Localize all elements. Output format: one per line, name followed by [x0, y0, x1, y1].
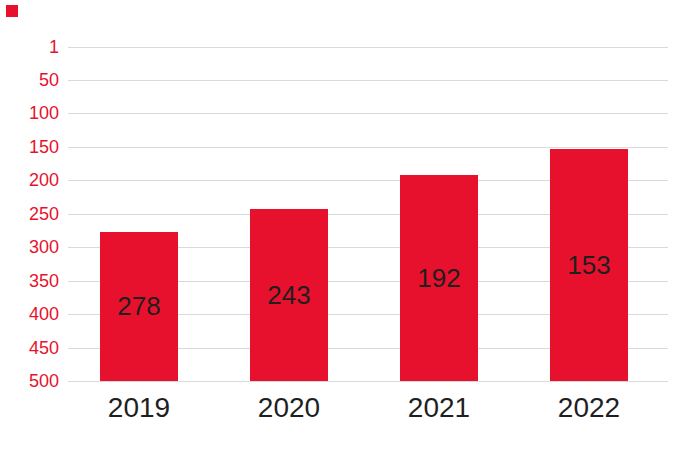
bar-value-label: 278: [117, 291, 160, 322]
bar-2021: 192: [400, 175, 478, 381]
bar-value-label: 153: [567, 250, 610, 281]
x-axis-tick-label: 2022: [514, 392, 664, 424]
x-axis-tick-label: 2019: [64, 392, 214, 424]
gridline: [68, 80, 668, 81]
y-axis-tick-label: 50: [0, 69, 59, 91]
y-axis-tick-label: 250: [0, 203, 59, 225]
x-axis-tick-label: 2021: [364, 392, 514, 424]
bar-2020: 243: [250, 209, 328, 381]
gridline: [68, 147, 668, 148]
bar-2019: 278: [100, 232, 178, 381]
gridline: [68, 381, 668, 382]
y-axis-tick-label: 100: [0, 102, 59, 124]
y-axis-tick-label: 150: [0, 136, 59, 158]
y-axis-tick-label: 300: [0, 236, 59, 258]
y-axis-tick-label: 450: [0, 337, 59, 359]
y-axis-tick-label: 500: [0, 370, 59, 392]
y-axis-tick-label: 400: [0, 303, 59, 325]
gridline: [68, 47, 668, 48]
y-axis-tick-label: 1: [0, 36, 59, 58]
gridline: [68, 113, 668, 114]
bar-value-label: 243: [267, 280, 310, 311]
y-axis-tick-label: 350: [0, 270, 59, 292]
bar-2022: 153: [550, 149, 628, 381]
plot-area: 1501001502002503003504004505002782019243…: [0, 0, 690, 460]
bar-chart: 1501001502002503003504004505002782019243…: [0, 0, 690, 460]
y-axis-tick-label: 200: [0, 169, 59, 191]
bar-value-label: 192: [417, 263, 460, 294]
x-axis-tick-label: 2020: [214, 392, 364, 424]
